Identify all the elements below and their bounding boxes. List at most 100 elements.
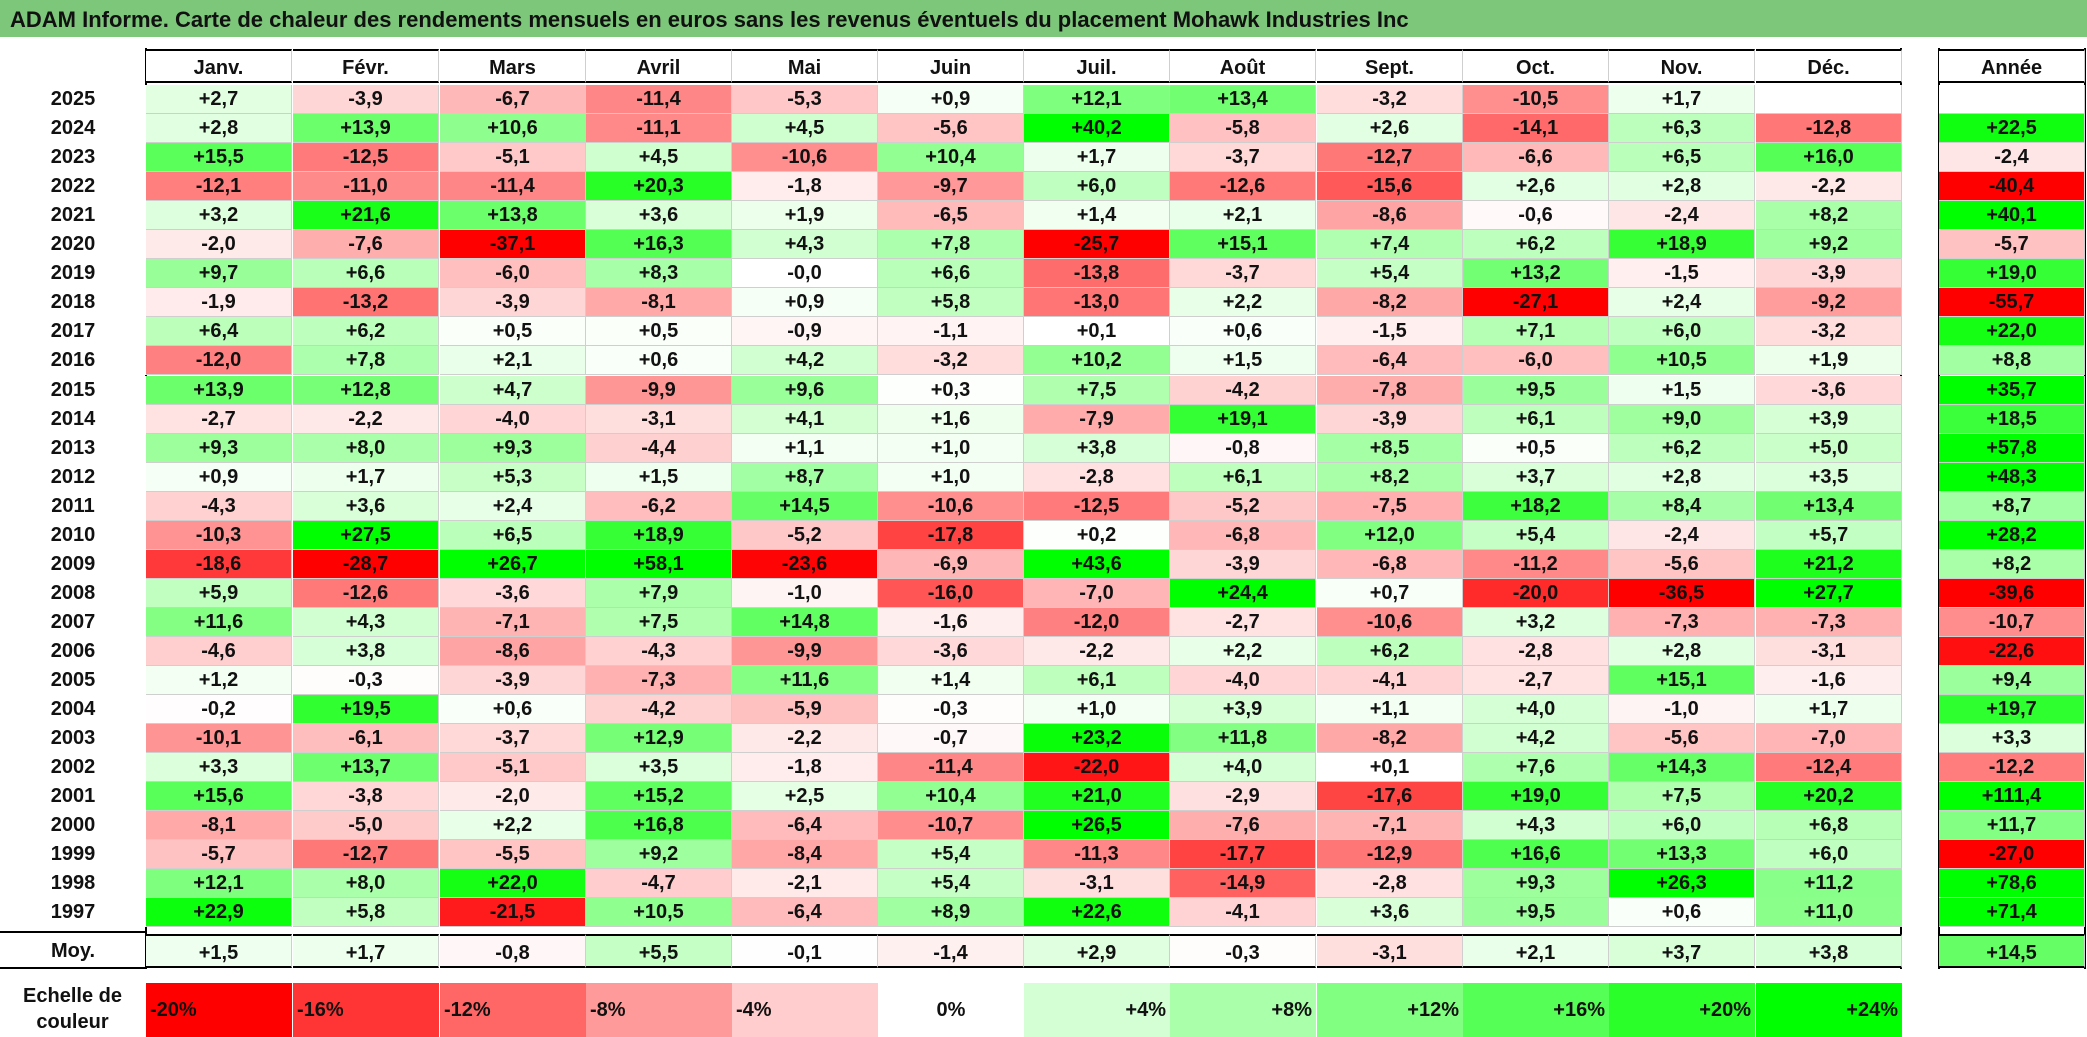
year-label: 2018 bbox=[0, 288, 146, 318]
heatmap-cell: +6,5 bbox=[1609, 143, 1755, 173]
heatmap-cell: +6,3 bbox=[1609, 114, 1755, 144]
heatmap-cell: +58,1 bbox=[586, 549, 732, 579]
year-total-cell: -40,4 bbox=[1939, 172, 2085, 202]
heatmap-cell: -3,9 bbox=[1756, 259, 1902, 289]
heatmap-cell: -4,4 bbox=[586, 433, 732, 463]
heatmap-cell: +15,5 bbox=[146, 143, 292, 173]
heatmap-cell: -20,0 bbox=[1463, 578, 1609, 608]
heatmap-cell: +5,3 bbox=[440, 462, 586, 492]
heatmap-cell: -12,7 bbox=[1317, 143, 1463, 173]
year-total-cell: +71,4 bbox=[1939, 898, 2085, 928]
heatmap-cell: -4,2 bbox=[586, 695, 732, 725]
heatmap-cell: +1,2 bbox=[146, 666, 292, 696]
heatmap-cell: +9,6 bbox=[732, 375, 878, 405]
year-label: 2020 bbox=[0, 230, 146, 260]
year-label: 2023 bbox=[0, 143, 146, 173]
heatmap-cell: -10,6 bbox=[878, 491, 1024, 521]
heatmap-cell: +5,8 bbox=[878, 288, 1024, 318]
heatmap-cell: +19,0 bbox=[1463, 782, 1609, 812]
heatmap-cell: -12,7 bbox=[293, 840, 439, 870]
heatmap-cell: -37,1 bbox=[440, 230, 586, 260]
year-label: 2022 bbox=[0, 172, 146, 202]
heatmap-cell: -13,8 bbox=[1024, 259, 1170, 289]
year-total-header: Année bbox=[1939, 49, 2085, 83]
heatmap-cell: -9,9 bbox=[732, 636, 878, 666]
chart-title: ADAM Informe. Carte de chaleur des rende… bbox=[10, 7, 1409, 32]
heatmap-cell: +8,0 bbox=[293, 433, 439, 463]
heatmap-cell: +2,2 bbox=[1170, 288, 1316, 318]
heatmap-cell: +12,8 bbox=[293, 375, 439, 405]
heatmap-cell: +1,7 bbox=[293, 462, 439, 492]
scale-swatch: 0% bbox=[878, 983, 1024, 1037]
average-cell: +2,1 bbox=[1463, 934, 1609, 968]
year-total-cell: -27,0 bbox=[1939, 840, 2085, 870]
heatmap-cell: -6,0 bbox=[440, 259, 586, 289]
heatmap-cell: +2,1 bbox=[1170, 201, 1316, 231]
heatmap-cell: +22,0 bbox=[440, 869, 586, 899]
heatmap-cell: -7,1 bbox=[1317, 811, 1463, 841]
heatmap-cell: +6,6 bbox=[293, 259, 439, 289]
heatmap-cell: +0,5 bbox=[440, 317, 586, 347]
heatmap-cell: -17,7 bbox=[1170, 840, 1316, 870]
heatmap-cell: +15,1 bbox=[1170, 230, 1316, 260]
scale-swatch: +8% bbox=[1170, 983, 1316, 1037]
heatmap-cell: -3,7 bbox=[1170, 143, 1316, 173]
heatmap-cell: -3,1 bbox=[1756, 636, 1902, 666]
heatmap-cell: -3,2 bbox=[878, 346, 1024, 376]
heatmap-cell: -7,3 bbox=[1756, 607, 1902, 637]
year-label: 2019 bbox=[0, 259, 146, 289]
heatmap-cell: -1,9 bbox=[146, 288, 292, 318]
heatmap-cell: +12,9 bbox=[586, 724, 732, 754]
heatmap-cell: +9,7 bbox=[146, 259, 292, 289]
year-total-cell: -39,6 bbox=[1939, 578, 2085, 608]
heatmap-cell: +22,6 bbox=[1024, 898, 1170, 928]
heatmap-cell: +8,0 bbox=[293, 869, 439, 899]
year-total-cell: -10,7 bbox=[1939, 607, 2085, 637]
year-total-cell: +35,7 bbox=[1939, 375, 2085, 405]
heatmap-cell: -13,0 bbox=[1024, 288, 1170, 318]
heatmap-cell: -10,5 bbox=[1463, 85, 1609, 115]
heatmap-cell: +9,2 bbox=[586, 840, 732, 870]
year-total-cell: +18,5 bbox=[1939, 404, 2085, 434]
heatmap-cell: +8,7 bbox=[732, 462, 878, 492]
heatmap-cell: +6,2 bbox=[1317, 636, 1463, 666]
heatmap-cell: -11,2 bbox=[1463, 549, 1609, 579]
heatmap-cell: -21,5 bbox=[440, 898, 586, 928]
heatmap-cell: -3,1 bbox=[1024, 869, 1170, 899]
heatmap-cell: -4,6 bbox=[146, 636, 292, 666]
heatmap-cell: -2,8 bbox=[1463, 636, 1609, 666]
heatmap-cell: +3,6 bbox=[293, 491, 439, 521]
heatmap-cell: -2,2 bbox=[293, 404, 439, 434]
heatmap-cell: -4,0 bbox=[440, 404, 586, 434]
heatmap-cell: -3,7 bbox=[1170, 259, 1316, 289]
heatmap-cell: +1,0 bbox=[878, 462, 1024, 492]
heatmap-cell: +0,9 bbox=[878, 85, 1024, 115]
year-total-cell: +57,8 bbox=[1939, 433, 2085, 463]
heatmap-cell: +2,6 bbox=[1317, 114, 1463, 144]
scale-swatch: -12% bbox=[440, 983, 586, 1037]
heatmap-cell: +2,6 bbox=[1463, 172, 1609, 202]
year-total-cell: -2,4 bbox=[1939, 143, 2085, 173]
heatmap-cell: -5,3 bbox=[732, 85, 878, 115]
heatmap-cell: -2,4 bbox=[1609, 520, 1755, 550]
heatmap-cell: +15,6 bbox=[146, 782, 292, 812]
heatmap-cell: +6,2 bbox=[1463, 230, 1609, 260]
heatmap-cell: +8,5 bbox=[1317, 433, 1463, 463]
heatmap-cell: +3,9 bbox=[1756, 404, 1902, 434]
heatmap-cell: +6,0 bbox=[1024, 172, 1170, 202]
heatmap-cell: -13,2 bbox=[293, 288, 439, 318]
heatmap-cell: -5,6 bbox=[878, 114, 1024, 144]
heatmap-cell: +9,3 bbox=[146, 433, 292, 463]
heatmap-cell: -11,0 bbox=[293, 172, 439, 202]
heatmap-cell: -25,7 bbox=[1024, 230, 1170, 260]
year-label: 2009 bbox=[0, 549, 146, 579]
year-total-cell: +11,7 bbox=[1939, 811, 2085, 841]
heatmap-cell: +4,5 bbox=[586, 143, 732, 173]
heatmap-cell: -7,3 bbox=[1609, 607, 1755, 637]
heatmap-cell: -4,1 bbox=[1317, 666, 1463, 696]
heatmap-cell: +0,6 bbox=[1170, 317, 1316, 347]
heatmap-cell: +4,2 bbox=[1463, 724, 1609, 754]
heatmap-cell: -6,4 bbox=[732, 811, 878, 841]
heatmap-cell: -12,1 bbox=[146, 172, 292, 202]
heatmap-cell: -12,9 bbox=[1317, 840, 1463, 870]
